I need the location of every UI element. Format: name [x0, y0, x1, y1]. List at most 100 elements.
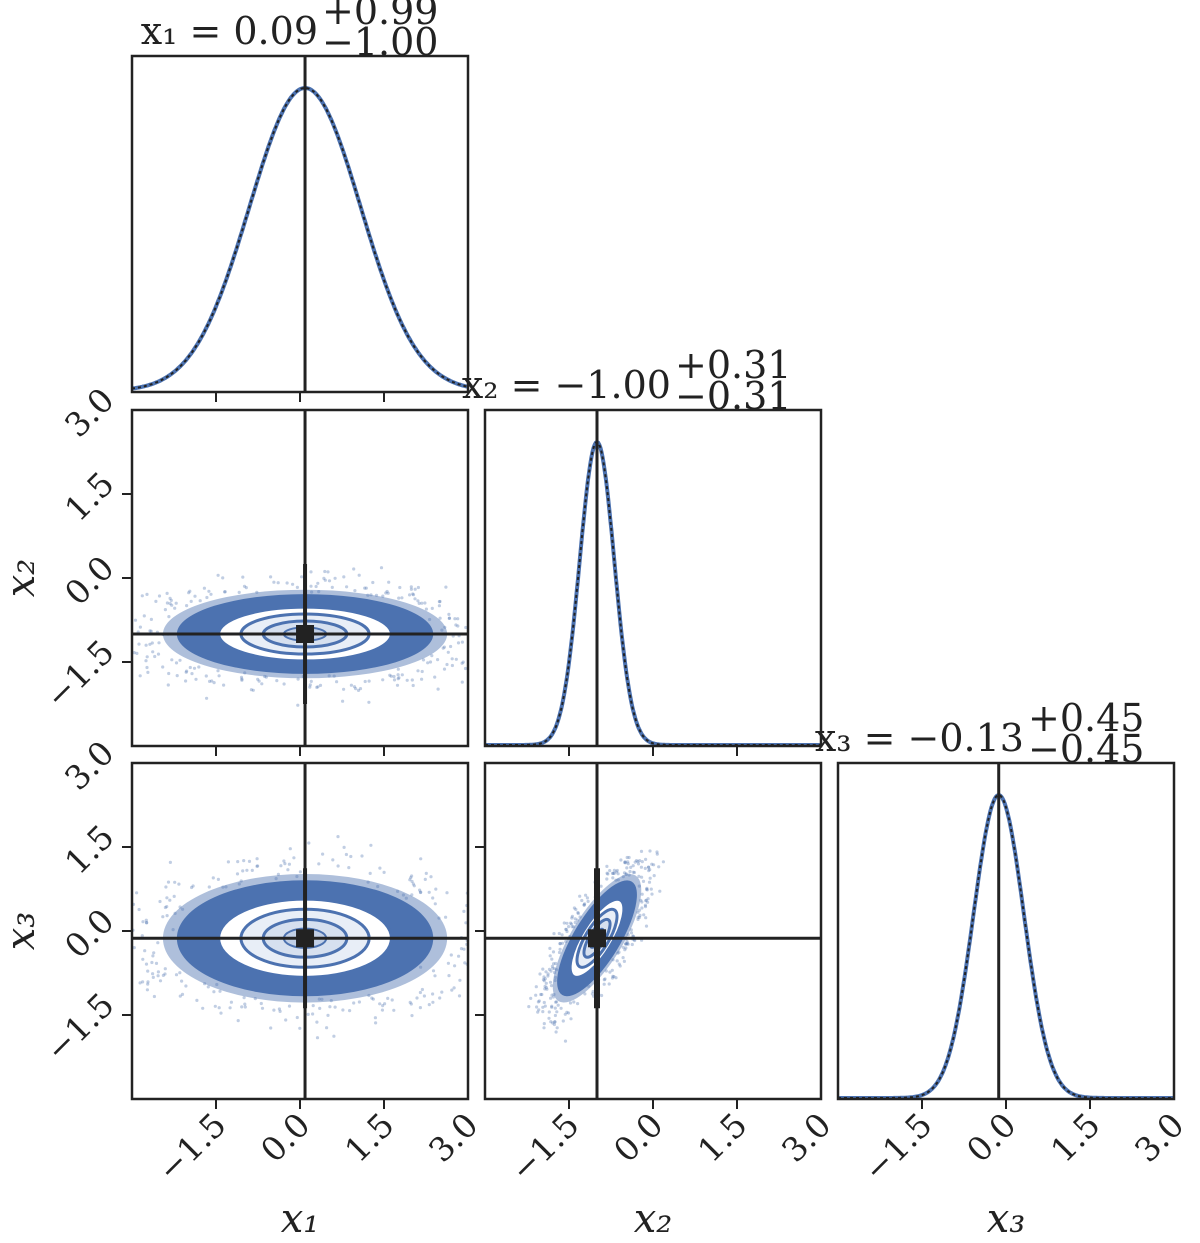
sample-point	[203, 982, 207, 986]
panel-frame	[483, 761, 823, 1101]
sample-point	[363, 586, 367, 590]
sample-point	[539, 992, 543, 997]
sample-point	[567, 925, 571, 929]
sample-point	[487, 931, 490, 934]
sample-point	[626, 933, 630, 937]
sample-point	[452, 986, 456, 990]
hist-panel-1	[130, 54, 470, 402]
sample-point	[244, 586, 248, 590]
sample-point	[413, 597, 417, 601]
sample-point	[640, 860, 644, 864]
sample-point	[535, 1005, 539, 1009]
title-sup: +0.45	[1028, 696, 1144, 740]
sample-point	[470, 939, 473, 942]
sample-point	[623, 948, 627, 952]
sample-point	[541, 967, 545, 971]
sample-point	[245, 868, 249, 872]
sample-point	[310, 590, 314, 594]
sample-point	[573, 920, 577, 925]
sample-point	[386, 591, 390, 595]
sample-point	[536, 1010, 540, 1014]
sample-point	[436, 658, 440, 662]
title-sup: +0.99	[322, 0, 438, 33]
sample-point	[599, 884, 603, 888]
sample-point	[180, 992, 185, 997]
sample-point	[219, 1011, 223, 1015]
sample-point	[553, 967, 557, 971]
sample-point	[226, 860, 230, 864]
sample-point	[171, 928, 175, 932]
sample-point	[243, 1005, 247, 1009]
sample-point	[431, 1000, 435, 1004]
sample-point	[545, 987, 549, 991]
sample-point	[364, 586, 368, 590]
sample-point	[145, 920, 149, 925]
sample-point	[548, 980, 553, 984]
sample-point	[216, 669, 220, 673]
sample-point	[547, 967, 552, 972]
sample-point	[476, 933, 479, 936]
sample-point	[655, 852, 659, 856]
x-tick-label: −1.5	[855, 1105, 939, 1189]
sample-point	[623, 861, 627, 865]
sample-point	[167, 615, 171, 619]
sample-point	[420, 677, 424, 681]
sample-point	[341, 699, 345, 703]
sample-point	[404, 896, 408, 900]
sample-point	[198, 599, 202, 603]
sample-point	[493, 990, 496, 993]
sample-point	[163, 967, 167, 971]
sample-point	[184, 984, 188, 988]
sample-point	[419, 890, 423, 894]
sample-point	[381, 1004, 385, 1008]
sample-point	[349, 683, 353, 687]
sample-point	[498, 916, 501, 919]
marginal-fit-x1	[132, 87, 468, 390]
sample-point	[269, 575, 273, 579]
sample-point	[168, 898, 172, 902]
sample-point	[331, 858, 335, 862]
sample-point	[190, 672, 194, 676]
sample-point	[615, 959, 619, 963]
sample-point	[135, 651, 139, 656]
sample-point	[450, 663, 454, 668]
y-tick-label: 1.5	[57, 817, 122, 882]
sample-point	[544, 981, 548, 985]
ylabel-x3: x₃	[0, 912, 44, 951]
sample-point	[148, 642, 152, 646]
sample-point	[145, 665, 149, 670]
sample-point	[152, 951, 156, 955]
sample-point	[446, 961, 450, 965]
sample-point	[326, 1013, 330, 1018]
sample-point	[408, 1000, 412, 1005]
sample-point	[515, 657, 518, 660]
sample-point	[578, 915, 582, 919]
sample-point	[565, 921, 569, 925]
sample-point	[473, 620, 476, 623]
sample-point	[396, 673, 400, 677]
sample-point	[144, 659, 148, 663]
sample-point	[416, 669, 420, 673]
sample-point	[117, 901, 120, 904]
sample-point	[424, 607, 428, 611]
sample-point	[418, 990, 422, 995]
sample-point	[412, 884, 416, 888]
sample-point	[367, 679, 371, 683]
title-sub: −1.00	[322, 20, 438, 64]
sample-point	[416, 599, 420, 603]
sample-point	[170, 658, 174, 662]
sample-point	[352, 685, 357, 689]
sample-point	[602, 982, 606, 986]
sample-point	[431, 896, 435, 900]
sample-point	[628, 869, 632, 874]
sample-point	[576, 910, 580, 915]
sample-point	[460, 680, 464, 684]
sample-point	[428, 660, 433, 664]
sample-point	[222, 683, 226, 687]
marginal-curve-x2	[485, 439, 821, 746]
sample-point	[309, 570, 313, 574]
sample-point	[242, 859, 246, 863]
sample-point	[161, 915, 165, 919]
sample-point	[369, 593, 373, 597]
sample-point	[178, 994, 182, 998]
